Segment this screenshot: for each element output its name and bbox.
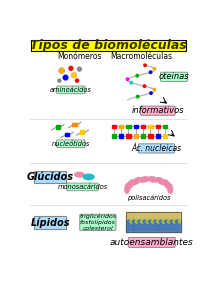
Circle shape xyxy=(143,220,146,223)
Bar xyxy=(126,212,181,222)
Text: Macromoléculas: Macromoléculas xyxy=(110,52,172,61)
Bar xyxy=(119,134,123,138)
Circle shape xyxy=(170,220,173,223)
Ellipse shape xyxy=(127,180,134,189)
Circle shape xyxy=(153,68,156,70)
Circle shape xyxy=(69,66,73,70)
Ellipse shape xyxy=(148,177,158,182)
Circle shape xyxy=(162,220,165,223)
Circle shape xyxy=(63,75,68,80)
Bar xyxy=(148,134,153,138)
FancyBboxPatch shape xyxy=(80,214,116,230)
Text: informativos: informativos xyxy=(132,106,184,115)
Text: aminoácidos: aminoácidos xyxy=(50,87,92,93)
Circle shape xyxy=(127,220,130,223)
Circle shape xyxy=(149,71,152,74)
Circle shape xyxy=(157,220,160,223)
Text: Monómeros: Monómeros xyxy=(57,52,102,61)
Circle shape xyxy=(72,73,76,77)
Circle shape xyxy=(146,220,149,223)
Circle shape xyxy=(143,85,146,87)
Bar xyxy=(112,124,116,128)
Bar xyxy=(163,124,167,128)
Ellipse shape xyxy=(157,178,165,185)
Circle shape xyxy=(75,79,79,82)
Bar xyxy=(156,134,160,138)
Bar xyxy=(156,124,160,128)
Text: nucleótidos: nucleótidos xyxy=(52,141,90,147)
FancyBboxPatch shape xyxy=(138,144,174,153)
Text: oteinas: oteinas xyxy=(159,72,189,81)
FancyBboxPatch shape xyxy=(67,183,98,191)
Ellipse shape xyxy=(83,174,94,180)
Bar xyxy=(141,124,145,128)
Text: Glúcidos: Glúcidos xyxy=(27,172,74,182)
Text: Tipos de biomoléculas: Tipos de biomoléculas xyxy=(30,39,187,52)
Text: triglicéridos
fosfolípidos
colesterol: triglicéridos fosfolípidos colesterol xyxy=(79,214,116,231)
Bar xyxy=(134,134,138,138)
Bar xyxy=(56,125,60,129)
Bar xyxy=(134,124,138,128)
Circle shape xyxy=(173,220,176,223)
Circle shape xyxy=(130,220,133,223)
Bar xyxy=(126,222,181,232)
Bar xyxy=(148,124,153,128)
Circle shape xyxy=(58,79,61,82)
Ellipse shape xyxy=(139,177,149,182)
Circle shape xyxy=(59,68,64,73)
Bar xyxy=(112,134,116,138)
Bar xyxy=(126,212,181,232)
Circle shape xyxy=(178,220,181,223)
Bar xyxy=(65,133,69,136)
Circle shape xyxy=(165,220,168,223)
Bar xyxy=(163,134,167,138)
FancyBboxPatch shape xyxy=(31,40,186,51)
FancyBboxPatch shape xyxy=(34,171,66,183)
Circle shape xyxy=(144,64,146,67)
Circle shape xyxy=(176,220,179,223)
FancyBboxPatch shape xyxy=(161,72,188,81)
Ellipse shape xyxy=(125,183,130,193)
FancyBboxPatch shape xyxy=(57,86,85,94)
Circle shape xyxy=(130,81,132,84)
Text: polisacáridos: polisacáridos xyxy=(127,194,170,201)
Circle shape xyxy=(154,220,157,223)
Ellipse shape xyxy=(75,172,84,177)
Circle shape xyxy=(153,88,156,91)
Bar xyxy=(141,134,145,138)
Circle shape xyxy=(77,67,81,71)
Circle shape xyxy=(137,95,139,98)
Circle shape xyxy=(141,220,144,223)
Ellipse shape xyxy=(163,180,170,189)
Text: autoensamblantes: autoensamblantes xyxy=(110,238,194,247)
Bar xyxy=(119,124,123,128)
Ellipse shape xyxy=(167,183,173,193)
FancyBboxPatch shape xyxy=(34,216,66,229)
Circle shape xyxy=(126,78,129,80)
Bar xyxy=(126,124,131,128)
Circle shape xyxy=(132,220,136,223)
FancyBboxPatch shape xyxy=(128,237,175,248)
Circle shape xyxy=(136,74,138,77)
Circle shape xyxy=(159,220,163,223)
Text: monosacáridos: monosacáridos xyxy=(57,184,108,190)
Text: Lípidos: Lípidos xyxy=(30,217,70,228)
Circle shape xyxy=(151,220,155,223)
Circle shape xyxy=(149,220,152,223)
Circle shape xyxy=(138,220,141,223)
Bar xyxy=(126,134,131,138)
Circle shape xyxy=(135,220,138,223)
Bar xyxy=(73,123,77,127)
Ellipse shape xyxy=(132,178,141,185)
FancyBboxPatch shape xyxy=(141,106,175,115)
Circle shape xyxy=(150,92,152,94)
Circle shape xyxy=(167,220,171,223)
Bar xyxy=(80,130,84,134)
Text: Ác. nucleicas: Ác. nucleicas xyxy=(131,144,181,153)
FancyBboxPatch shape xyxy=(57,140,85,148)
